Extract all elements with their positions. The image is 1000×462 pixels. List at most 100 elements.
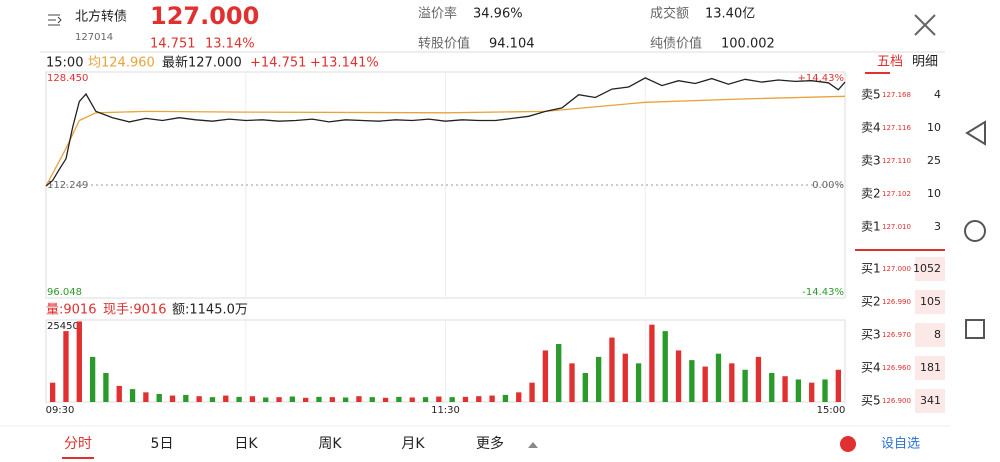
back-icon[interactable] (48, 14, 62, 26)
stat-value: 94.104 (489, 37, 535, 52)
ob-label: 卖5 (861, 88, 881, 102)
volume-bar (582, 373, 588, 402)
stat-label: 转股价值 (418, 36, 470, 52)
ob-volume: 3 (934, 220, 941, 233)
volume-bg (915, 257, 945, 281)
volume-bar (795, 379, 802, 402)
volume-bar (263, 397, 269, 402)
ob-price: 126.960 (882, 364, 911, 372)
ob-label: 买4 (861, 361, 881, 375)
stock-code: 127014 (75, 32, 113, 43)
volume-bar (689, 360, 695, 402)
volume-bar (675, 350, 682, 402)
change: 14.751 (150, 37, 196, 52)
tab[interactable]: 日K (234, 436, 258, 452)
volume-bar (422, 397, 429, 402)
nav-back[interactable] (965, 120, 986, 146)
ob-price: 127.168 (882, 91, 911, 99)
volume-bar (769, 373, 775, 402)
tab[interactable]: 分时 (64, 436, 92, 452)
volume-bar (556, 344, 562, 402)
volume-bar (329, 397, 335, 402)
add-watch[interactable]: 设自选 (881, 437, 920, 452)
ob-label: 卖1 (861, 220, 881, 234)
stat-label: 纯债价值 (650, 36, 702, 52)
nav-home[interactable] (964, 220, 986, 242)
ob-tab[interactable]: 明细 (912, 55, 938, 70)
stat-value: 100.002 (721, 37, 775, 52)
volume-hand: 现手:9016 (103, 303, 166, 318)
volume-bar (622, 353, 628, 402)
info-change-pct: +13.141% (310, 56, 379, 71)
ob-volume: 181 (920, 361, 941, 374)
volume-bg (915, 389, 945, 413)
ob-volume: 10 (927, 187, 941, 200)
volume-bar (143, 392, 149, 402)
volume-bar (156, 393, 162, 402)
volume-bar (502, 394, 509, 402)
tab[interactable]: 月K (401, 436, 425, 452)
ob-price: 127.010 (882, 223, 911, 231)
volume-bar (715, 353, 722, 402)
volume-bar (489, 395, 495, 402)
stock-name: 北方转债 (75, 9, 127, 25)
ob-volume: 8 (934, 328, 941, 341)
volume-bg (915, 290, 945, 314)
ob-price: 127.102 (882, 190, 911, 198)
close-button[interactable] (914, 14, 936, 36)
tab[interactable]: 周K (318, 436, 342, 452)
volume-bar (409, 397, 415, 402)
stat-label: 成交额 (650, 6, 689, 22)
time-label: 11:30 (431, 405, 460, 416)
volume-amount: 额:1145.0万 (172, 303, 248, 318)
ob-volume: 4 (934, 88, 941, 101)
volume-bar (742, 369, 748, 402)
volume-bar (289, 396, 296, 402)
price-line (45, 77, 846, 187)
volume-bar (609, 337, 615, 402)
volume-bar (183, 394, 189, 402)
volume-bar (662, 331, 668, 402)
pct-tick-label: -14.43% (802, 287, 844, 298)
nav-bar (950, 0, 1000, 462)
volume-bar (449, 397, 455, 402)
volume-bar (342, 397, 349, 402)
ob-tab[interactable]: 五档 (877, 55, 903, 70)
ob-price: 126.990 (882, 298, 911, 306)
volume-bar (822, 379, 828, 402)
volume-bar (89, 356, 96, 402)
ob-price: 126.900 (882, 397, 911, 405)
volume-bg (915, 356, 945, 380)
volume-bg (915, 323, 945, 347)
ob-label: 买5 (861, 394, 881, 408)
nav-recent[interactable] (965, 319, 985, 339)
ob-volume: 341 (920, 394, 941, 407)
volume-bar (169, 395, 176, 402)
tab[interactable]: 更多 (476, 435, 504, 452)
volume-bar (635, 363, 642, 402)
ob-price: 127.000 (882, 265, 911, 273)
info-time: 15:00 (46, 56, 83, 71)
ob-volume: 105 (920, 295, 941, 308)
stat-value: 34.96% (473, 7, 523, 22)
more-arrow[interactable] (528, 442, 538, 448)
tab[interactable]: 5日 (151, 436, 174, 452)
volume-bar (76, 321, 82, 402)
volume-bar (782, 376, 788, 402)
volume-bar (649, 324, 655, 402)
ob-label: 卖4 (861, 121, 881, 135)
volume-bar (529, 382, 535, 402)
ob-label: 卖2 (861, 187, 881, 201)
volume-bar (382, 397, 389, 402)
ob-label: 买1 (861, 262, 881, 276)
stat-label: 溢价率 (418, 6, 457, 22)
volume-bar (49, 382, 56, 402)
volume-bar (702, 366, 708, 402)
info-latest: 最新127.000 (162, 55, 242, 71)
volume-bar (209, 397, 216, 402)
volume-bar (223, 395, 229, 402)
ob-price: 127.116 (882, 124, 911, 132)
watch-dot (840, 436, 856, 452)
